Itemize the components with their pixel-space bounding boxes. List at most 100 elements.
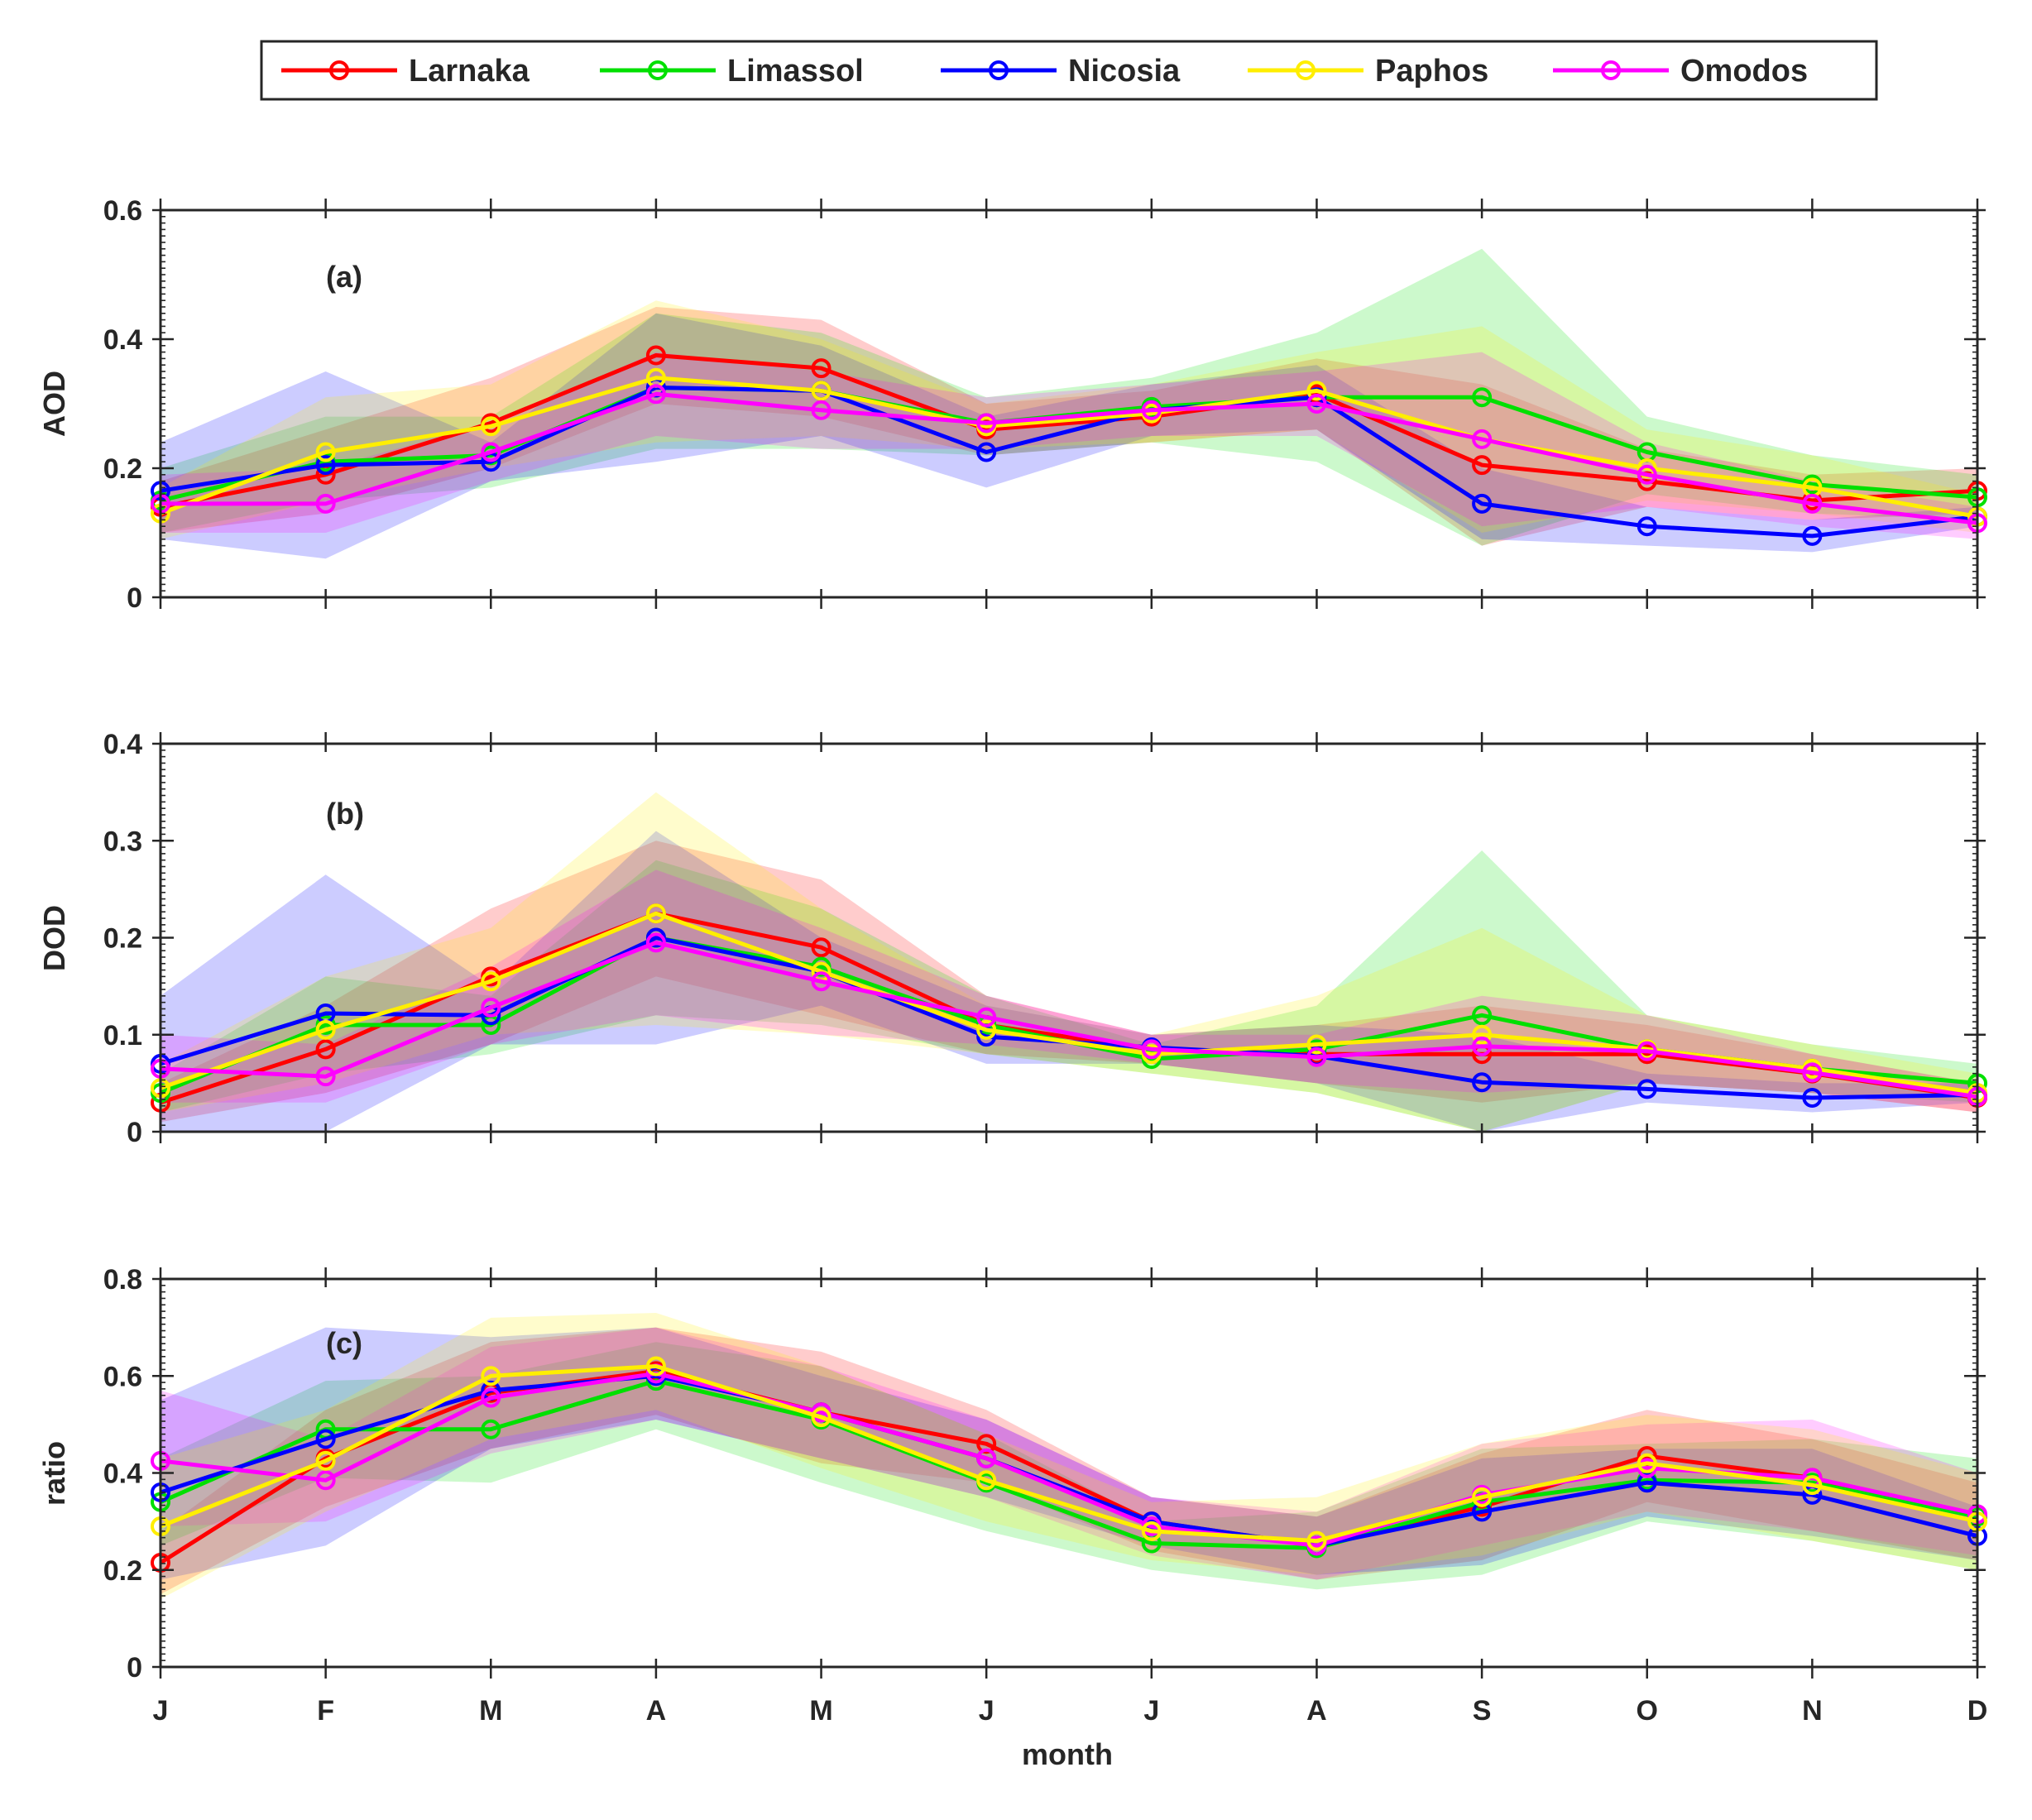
series-line-ratio-nicosia	[160, 1373, 1978, 1548]
point-dod-paphos-5	[976, 1019, 997, 1040]
point-aod-nicosia-5	[976, 442, 997, 462]
ytick-label-dod: 0.1	[103, 1020, 142, 1051]
point-aod-omodos-3	[645, 384, 666, 405]
point-aod-omodos-5	[976, 413, 997, 433]
panel-label-ratio: (c)	[326, 1326, 362, 1360]
panel-dod: 0 0.1 0.2 0.3 0.4 (b) DOD	[37, 729, 1987, 1148]
point-dod-omodos-6	[1141, 1039, 1162, 1060]
point-dod-paphos-1	[315, 1019, 336, 1040]
panel-label-dod: (b)	[326, 797, 364, 831]
point-dod-omodos-7	[1306, 1046, 1327, 1067]
point-aod-paphos-4	[811, 381, 831, 401]
panel-label-aod: (a)	[326, 260, 362, 294]
legend-label-limassol: Limassol	[727, 54, 864, 89]
xtick-label-9: O	[1637, 1695, 1658, 1727]
point-aod-paphos-2	[481, 416, 501, 437]
legend-label-larnaka: Larnaka	[409, 54, 530, 89]
point-ratio-limassol-2	[481, 1419, 501, 1439]
ytick-label-ratio: 0.4	[103, 1458, 142, 1490]
point-aod-larnaka-3	[645, 345, 666, 366]
xtick-label-0: J	[153, 1695, 169, 1727]
legend-marker-nicosia	[989, 60, 1009, 80]
point-dod-omodos-5	[976, 1007, 997, 1027]
point-dod-omodos-2	[481, 997, 501, 1018]
xtick-label-6: J	[1143, 1695, 1159, 1727]
point-aod-larnaka-8	[1472, 455, 1493, 476]
point-aod-omodos-6	[1141, 400, 1162, 420]
point-dod-nicosia-10	[1802, 1087, 1823, 1108]
band-dod-larnaka	[161, 841, 1977, 1123]
legend-marker-limassol	[648, 60, 668, 80]
point-aod-paphos-1	[315, 442, 336, 462]
xtick-label-4: M	[809, 1695, 832, 1727]
legend-marker-paphos	[1296, 60, 1316, 80]
band-ratio-nicosia	[161, 1327, 1977, 1580]
point-dod-paphos-3	[645, 903, 666, 924]
point-dod-omodos-3	[645, 932, 666, 953]
band-aod-nicosia	[161, 313, 1977, 559]
ytick-label-aod: 0.2	[103, 453, 142, 485]
panels: 00.20.40.6(a)AOD00.10.20.30.4(b)DOD00.20…	[37, 195, 1987, 1727]
point-aod-omodos-10	[1802, 493, 1823, 514]
point-dod-omodos-8	[1472, 1036, 1493, 1056]
point-ratio-paphos-7	[1306, 1530, 1327, 1551]
point-dod-omodos-1	[315, 1066, 336, 1087]
point-aod-nicosia-8	[1472, 493, 1493, 514]
point-aod-omodos-8	[1472, 429, 1493, 449]
band-dod-limassol	[161, 850, 1977, 1132]
ytick-label-ratio: 0.8	[103, 1264, 142, 1296]
point-ratio-omodos-2	[481, 1387, 501, 1408]
xtick-label-10: N	[1802, 1695, 1823, 1727]
series-line-ratio-paphos	[160, 1364, 1978, 1544]
point-aod-larnaka-4	[811, 358, 831, 379]
y-axis-label-ratio: ratio	[37, 1441, 71, 1506]
legend-label-omodos: Omodos	[1680, 54, 1808, 89]
panel-ratio: 0 0.2 0.4 0.6 0.8 (c) ratio	[37, 1264, 1987, 1684]
point-ratio-paphos-9	[1637, 1453, 1657, 1473]
band-ratio-omodos	[161, 1327, 1977, 1580]
point-dod-larnaka-1	[315, 1039, 336, 1060]
point-aod-paphos-7	[1306, 381, 1327, 401]
series-line-dod-paphos	[160, 911, 1978, 1095]
legend-marker-omodos	[1601, 60, 1621, 80]
point-dod-nicosia-8	[1472, 1072, 1493, 1093]
point-ratio-paphos-3	[645, 1356, 666, 1377]
ytick-label-ratio: 0.2	[103, 1555, 142, 1587]
point-dod-paphos-8	[1472, 1024, 1493, 1045]
point-dod-larnaka-4	[811, 937, 831, 958]
point-ratio-paphos-8	[1472, 1487, 1493, 1507]
legend-label-paphos: Paphos	[1375, 54, 1488, 89]
band-aod-limassol	[161, 248, 1977, 546]
point-aod-omodos-2	[481, 442, 501, 462]
point-dod-omodos-9	[1637, 1041, 1657, 1061]
point-ratio-paphos-10	[1802, 1475, 1823, 1496]
point-aod-omodos-9	[1637, 464, 1657, 485]
x-axis-label: month	[1022, 1737, 1113, 1771]
legend-marker-larnaka	[329, 60, 349, 80]
point-ratio-nicosia-1	[315, 1429, 336, 1449]
y-axis-label-dod: DOD	[37, 905, 71, 971]
panel-aod: 0 0.2 0.4 0.6 (a) AOD	[37, 195, 1987, 614]
series-line-ratio-larnaka	[159, 1368, 1978, 1565]
ytick-label-dod: 0.3	[103, 826, 142, 857]
xtick-label-8: S	[1473, 1695, 1492, 1727]
series-line-aod-paphos	[160, 376, 1978, 519]
series-line-ratio-limassol	[159, 1378, 1978, 1550]
point-dod-paphos-2	[481, 971, 501, 992]
band-ratio-paphos	[161, 1313, 1977, 1599]
point-ratio-larnaka-5	[976, 1434, 997, 1454]
xtick-label-1: F	[317, 1695, 334, 1727]
point-ratio-paphos-2	[481, 1366, 501, 1387]
band-aod-omodos	[161, 352, 1977, 539]
point-dod-paphos-7	[1306, 1034, 1327, 1055]
point-ratio-paphos-6	[1141, 1521, 1162, 1541]
ytick-label-aod: 0	[127, 582, 142, 614]
point-dod-nicosia-9	[1637, 1079, 1657, 1099]
point-aod-omodos-4	[811, 400, 831, 420]
xtick-label-7: A	[1306, 1695, 1327, 1727]
xtick-label-11: D	[1967, 1695, 1988, 1727]
series-line-aod-omodos	[161, 391, 1978, 525]
band-aod-larnaka	[161, 307, 1977, 546]
point-ratio-paphos-5	[976, 1470, 997, 1491]
